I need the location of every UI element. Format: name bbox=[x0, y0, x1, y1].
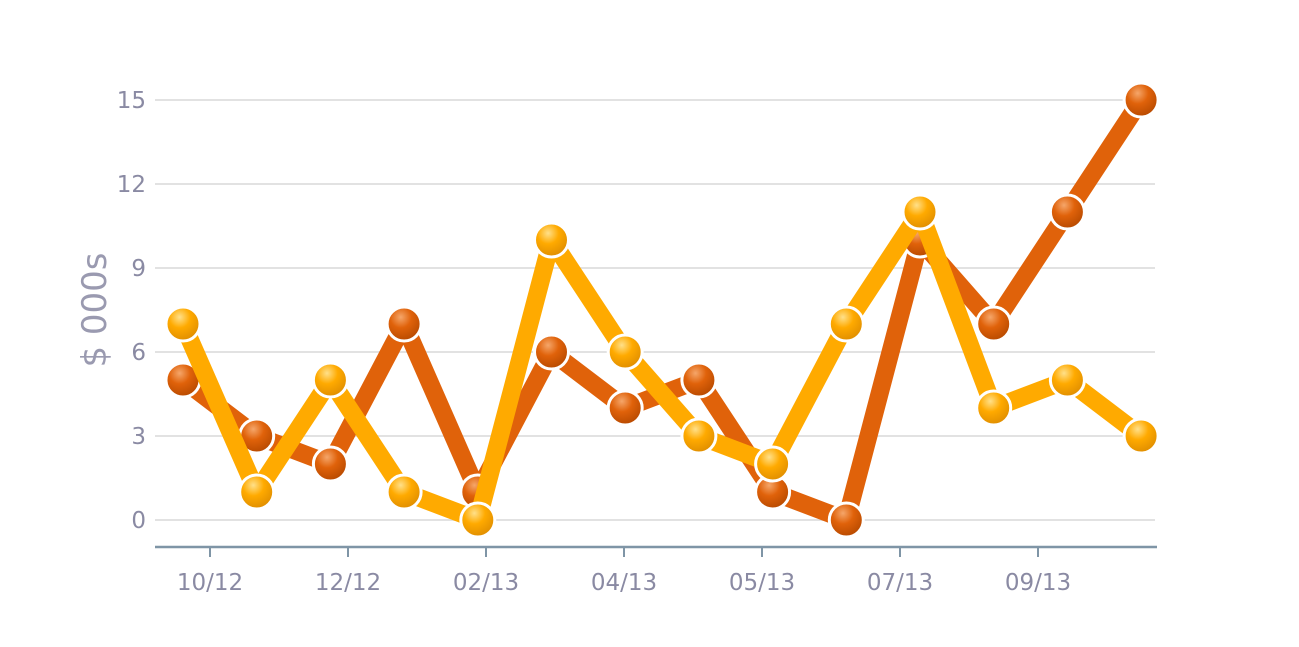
y-tick-label: 0 bbox=[131, 508, 146, 534]
y-tick-label: 15 bbox=[117, 88, 146, 114]
series-line bbox=[174, 203, 1151, 529]
grid bbox=[155, 99, 1155, 521]
data-point[interactable] bbox=[1122, 417, 1160, 455]
data-point[interactable] bbox=[975, 389, 1013, 427]
y-tick-label: 12 bbox=[117, 172, 146, 198]
x-tick-label: 10/12 bbox=[177, 570, 243, 596]
data-point[interactable] bbox=[1048, 361, 1086, 399]
x-tick-label: 02/13 bbox=[453, 570, 519, 596]
data-point[interactable] bbox=[164, 305, 202, 343]
data-point[interactable] bbox=[1122, 81, 1160, 119]
y-tick-label: 6 bbox=[131, 340, 146, 366]
data-point[interactable] bbox=[754, 445, 792, 483]
data-point[interactable] bbox=[385, 305, 423, 343]
data-point[interactable] bbox=[533, 333, 570, 371]
data-point[interactable] bbox=[459, 501, 497, 539]
x-tick-label: 04/13 bbox=[591, 570, 657, 596]
x-tick-label: 07/13 bbox=[867, 570, 933, 596]
data-point[interactable] bbox=[680, 361, 718, 399]
data-point[interactable] bbox=[606, 389, 644, 427]
series-2 bbox=[164, 193, 1160, 539]
data-point[interactable] bbox=[606, 333, 644, 371]
x-tick-label: 09/13 bbox=[1005, 570, 1071, 596]
data-point[interactable] bbox=[975, 305, 1013, 343]
data-point[interactable] bbox=[385, 473, 423, 511]
y-tick-label: 3 bbox=[131, 424, 146, 450]
data-point[interactable] bbox=[680, 417, 718, 455]
y-tick-label: 9 bbox=[131, 256, 146, 282]
x-tick-label: 05/13 bbox=[729, 570, 795, 596]
data-point[interactable] bbox=[311, 361, 349, 399]
x-tick-label: 12/12 bbox=[315, 570, 381, 596]
series bbox=[164, 81, 1160, 539]
data-point[interactable] bbox=[827, 501, 865, 539]
data-point[interactable] bbox=[827, 305, 865, 343]
series-1 bbox=[164, 81, 1160, 539]
data-point[interactable] bbox=[901, 193, 939, 231]
data-point[interactable] bbox=[533, 221, 570, 259]
data-point[interactable] bbox=[238, 473, 276, 511]
data-point[interactable] bbox=[311, 445, 349, 483]
data-point[interactable] bbox=[1048, 193, 1086, 231]
axes: 0 3 6 9 12 15 10/12 12/12 02/13 04/13 05/13 07/13 09… bbox=[117, 88, 1157, 596]
y-axis-title: $ 000s bbox=[75, 252, 115, 367]
